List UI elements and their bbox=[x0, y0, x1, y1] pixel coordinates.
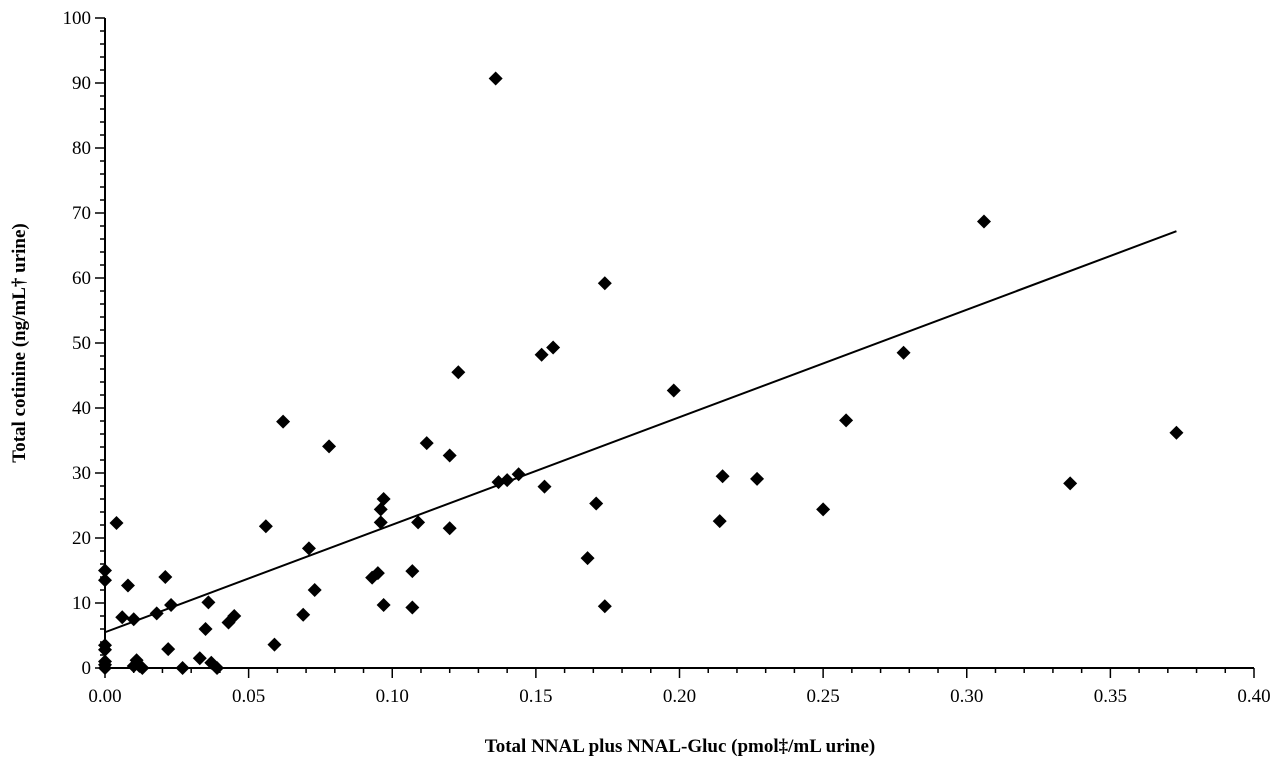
data-point bbox=[1063, 476, 1078, 491]
data-point bbox=[98, 563, 112, 578]
x-axis-title: Total NNAL plus NNAL-Gluc (pmol‡/mL urin… bbox=[485, 736, 875, 757]
data-point bbox=[135, 661, 150, 675]
data-point bbox=[511, 467, 526, 482]
data-point bbox=[411, 515, 426, 530]
data-point bbox=[373, 502, 388, 517]
data-point bbox=[488, 71, 503, 86]
data-point bbox=[322, 439, 337, 454]
y-tick-label: 40 bbox=[72, 398, 91, 419]
data-point bbox=[296, 607, 311, 622]
data-point bbox=[580, 551, 595, 566]
data-point bbox=[370, 566, 385, 581]
data-point bbox=[666, 383, 681, 398]
x-tick-label: 0.00 bbox=[88, 686, 121, 707]
axes bbox=[104, 18, 1254, 669]
y-tick-label: 100 bbox=[63, 8, 92, 29]
y-tick-label: 80 bbox=[72, 138, 91, 159]
data-point bbox=[120, 578, 135, 593]
data-point bbox=[301, 541, 316, 556]
data-point bbox=[712, 514, 727, 529]
data-point bbox=[126, 612, 141, 627]
y-tick-label: 60 bbox=[72, 268, 91, 289]
data-point bbox=[115, 610, 130, 625]
data-point bbox=[98, 642, 112, 657]
x-tick-label: 0.25 bbox=[807, 686, 840, 707]
data-point bbox=[896, 345, 911, 360]
y-tick-label: 10 bbox=[72, 593, 91, 614]
data-point bbox=[210, 661, 225, 675]
data-point bbox=[98, 661, 112, 675]
data-point bbox=[589, 496, 604, 511]
x-tick-label: 0.20 bbox=[663, 686, 696, 707]
y-tick-label: 70 bbox=[72, 203, 91, 224]
data-point bbox=[98, 573, 112, 588]
data-point bbox=[405, 600, 420, 615]
data-point bbox=[419, 436, 434, 451]
data-point bbox=[376, 492, 391, 506]
data-point bbox=[597, 276, 612, 291]
data-point bbox=[442, 521, 457, 536]
data-point bbox=[750, 471, 765, 486]
data-point bbox=[164, 597, 179, 612]
x-tick-label: 0.10 bbox=[376, 686, 409, 707]
regression-line-group bbox=[104, 230, 1177, 634]
data-point bbox=[816, 502, 831, 517]
regression-line bbox=[104, 230, 1177, 634]
data-point bbox=[376, 597, 391, 612]
y-tick-label: 0 bbox=[82, 658, 92, 679]
data-point bbox=[198, 622, 213, 636]
y-tick-label: 30 bbox=[72, 463, 91, 484]
data-point bbox=[175, 661, 190, 675]
x-tick-label: 0.35 bbox=[1094, 686, 1127, 707]
data-point bbox=[201, 595, 216, 610]
data-point bbox=[839, 413, 854, 428]
data-point bbox=[537, 479, 552, 494]
x-tick-label: 0.30 bbox=[950, 686, 983, 707]
data-point bbox=[149, 606, 164, 621]
x-tick-label: 0.05 bbox=[232, 686, 265, 707]
x-ticks: 0.00 0.05 0.10 0.15 0.20 0.25 0.30 0.35 0.40 bbox=[88, 668, 1271, 707]
data-point bbox=[597, 599, 612, 614]
data-points bbox=[98, 71, 1184, 675]
y-tick-label: 20 bbox=[72, 528, 91, 549]
data-point bbox=[373, 515, 388, 530]
data-point bbox=[976, 214, 991, 229]
data-point bbox=[405, 564, 420, 579]
data-point bbox=[451, 365, 466, 380]
data-point bbox=[546, 340, 561, 355]
y-tick-label: 90 bbox=[72, 73, 91, 94]
data-point bbox=[442, 448, 457, 463]
data-point bbox=[258, 519, 273, 534]
data-point bbox=[715, 469, 730, 484]
data-point bbox=[267, 637, 282, 652]
data-point bbox=[276, 414, 291, 429]
data-point bbox=[109, 516, 124, 531]
data-point bbox=[161, 642, 176, 657]
data-point bbox=[500, 473, 515, 488]
data-point bbox=[227, 609, 242, 623]
y-axis-title: Total cotinine (ng/mL† urine) bbox=[9, 223, 30, 462]
y-ticks: 0 10 20 30 40 50 60 70 80 90 100 bbox=[63, 8, 105, 679]
x-tick-label: 0.40 bbox=[1237, 686, 1270, 707]
data-point bbox=[192, 651, 207, 666]
x-tick-label: 0.15 bbox=[519, 686, 552, 707]
data-point bbox=[307, 583, 322, 597]
data-point bbox=[1169, 425, 1184, 440]
y-tick-label: 50 bbox=[72, 333, 91, 354]
data-point bbox=[158, 570, 173, 584]
data-point bbox=[534, 347, 549, 362]
